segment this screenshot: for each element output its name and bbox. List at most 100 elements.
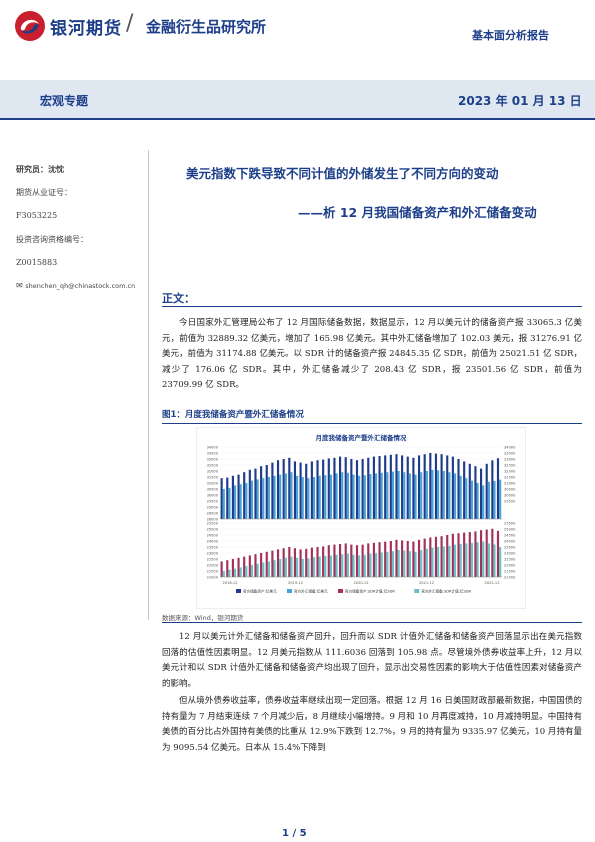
bar-sdr-reserve-assets xyxy=(327,545,330,577)
bar-sdr-reserve-assets xyxy=(474,531,477,577)
bar-usd-fx-reserves xyxy=(470,480,474,519)
y-tick-label: 23000 xyxy=(207,552,219,556)
bar-sdr-fx-reserves xyxy=(420,550,423,577)
y2-tick-label: 29500 xyxy=(504,500,516,504)
y2-tick-label: 33500 xyxy=(504,452,516,456)
report-title: 美元指数下跌导致不同计值的外储发生了不同方向的变动 xyxy=(186,166,499,181)
email-row: ✉ shenchen_qh@chinastock.com.cn xyxy=(16,281,135,290)
y-tick-label: 25000 xyxy=(207,528,219,532)
bar-usd-reserve-assets xyxy=(254,468,257,519)
bar-sdr-fx-reserves xyxy=(267,561,270,577)
bar-usd-fx-reserves xyxy=(408,473,411,519)
bar-sdr-fx-reserves xyxy=(470,542,474,577)
y-tick-label: 32000 xyxy=(207,470,219,474)
bar-usd-fx-reserves xyxy=(228,487,231,519)
bar-usd-fx-reserves xyxy=(324,475,327,519)
y-tick-label: 29000 xyxy=(207,506,219,510)
bar-sdr-fx-reserves xyxy=(346,553,349,577)
bar-usd-fx-reserves xyxy=(233,485,237,519)
bar-sdr-reserve-assets xyxy=(226,560,229,577)
bar-sdr-reserve-assets xyxy=(231,559,234,577)
bar-sdr-fx-reserves xyxy=(318,556,321,577)
bar-usd-reserve-assets xyxy=(231,475,234,519)
bar-sdr-fx-reserves xyxy=(233,568,237,577)
bar-sdr-reserve-assets xyxy=(412,541,415,577)
bar-sdr-reserve-assets xyxy=(372,542,375,577)
x-tick-label: 2020-12 xyxy=(353,581,368,585)
y2-tick-label: 32500 xyxy=(504,464,516,468)
bar-sdr-reserve-assets xyxy=(480,530,483,577)
bar-usd-reserve-assets xyxy=(412,457,415,519)
bar-sdr-reserve-assets xyxy=(429,537,432,577)
bar-usd-reserve-assets xyxy=(485,463,488,519)
y-tick-label: 32500 xyxy=(207,464,219,468)
report-date: 2023 年 01 月 13 日 xyxy=(458,94,582,108)
bar-usd-reserve-assets xyxy=(457,459,460,519)
bar-sdr-fx-reserves xyxy=(262,562,265,577)
sidebar-divider xyxy=(148,150,149,620)
legend-label: 官方外汇储备:SDR计值:亿SDR xyxy=(421,589,471,594)
legend-swatch xyxy=(236,589,241,593)
bar-sdr-fx-reserves xyxy=(369,553,372,577)
bar-usd-reserve-assets xyxy=(327,458,330,519)
bar-sdr-fx-reserves xyxy=(279,559,282,577)
bar-sdr-reserve-assets xyxy=(305,548,308,577)
bar-usd-fx-reserves xyxy=(279,474,282,519)
bar-sdr-fx-reserves xyxy=(499,546,502,577)
bar-sdr-reserve-assets xyxy=(378,542,381,577)
bar-sdr-fx-reserves xyxy=(358,555,361,577)
bar-sdr-fx-reserves xyxy=(324,556,327,577)
bar-usd-fx-reserves xyxy=(250,480,254,519)
bar-usd-reserve-assets xyxy=(423,454,426,519)
bar-usd-reserve-assets xyxy=(350,459,353,519)
y2-tick-label: 31500 xyxy=(504,476,516,480)
bar-sdr-fx-reserves xyxy=(437,547,440,577)
bar-usd-reserve-assets xyxy=(271,462,274,519)
bar-usd-fx-reserves xyxy=(284,473,287,519)
figure-caption: 图1：月度我储备资产暨外汇储备情况 xyxy=(162,410,304,420)
legend-label: 官方储备资产:SDR计值:亿SDR xyxy=(345,589,395,594)
y2-tick-label: 25500 xyxy=(504,522,516,526)
bar-sdr-fx-reserves xyxy=(448,545,451,577)
bar-usd-reserve-assets xyxy=(372,456,375,519)
bar-usd-reserve-assets xyxy=(468,463,471,519)
bar-sdr-reserve-assets xyxy=(406,541,409,577)
bar-sdr-reserve-assets xyxy=(457,533,460,577)
y2-tick-label: 31000 xyxy=(504,482,516,486)
bar-usd-reserve-assets xyxy=(220,478,223,519)
bar-sdr-reserve-assets xyxy=(423,538,426,577)
y2-tick-label: 30000 xyxy=(504,494,516,498)
bar-usd-reserve-assets xyxy=(378,456,381,519)
y-tick-label: 22500 xyxy=(207,558,219,562)
bar-usd-fx-reserves xyxy=(380,472,383,519)
bar-usd-reserve-assets xyxy=(299,462,302,519)
email-link[interactable]: shenchen_qh@chinastock.com.cn xyxy=(25,282,136,290)
bar-sdr-reserve-assets xyxy=(310,547,313,577)
y2-tick-label: 22000 xyxy=(504,564,516,568)
y2-tick-label: 24000 xyxy=(504,540,516,544)
bar-sdr-fx-reserves xyxy=(414,551,417,577)
y-tick-label: 33000 xyxy=(207,458,219,462)
bar-usd-reserve-assets xyxy=(389,454,392,519)
x-tick-label: 2018-12 xyxy=(222,581,237,585)
bar-sdr-reserve-assets xyxy=(468,532,471,577)
bar-usd-reserve-assets xyxy=(316,460,319,519)
x-tick-label: 2022-12 xyxy=(484,581,499,585)
y2-tick-label: 21500 xyxy=(504,570,516,574)
y2-tick-label: 33000 xyxy=(504,458,516,462)
bar-usd-fx-reserves xyxy=(459,475,462,519)
y-tick-label: 24500 xyxy=(207,534,219,538)
bar-usd-fx-reserves xyxy=(363,475,366,519)
report-type: 基本面分析报告 xyxy=(472,29,549,42)
legend-label: 官方储备资产:亿美元 xyxy=(243,589,277,594)
bar-sdr-fx-reserves xyxy=(453,544,457,577)
bar-sdr-reserve-assets xyxy=(293,548,297,577)
bar-sdr-reserve-assets xyxy=(417,539,421,577)
bar-usd-reserve-assets xyxy=(260,466,263,519)
bar-usd-reserve-assets xyxy=(429,453,432,519)
bar-usd-fx-reserves xyxy=(245,483,248,519)
figure-bottom-rule xyxy=(162,622,582,623)
bar-sdr-reserve-assets xyxy=(344,543,347,577)
bar-usd-fx-reserves xyxy=(403,472,406,519)
bar-usd-reserve-assets xyxy=(322,459,325,519)
